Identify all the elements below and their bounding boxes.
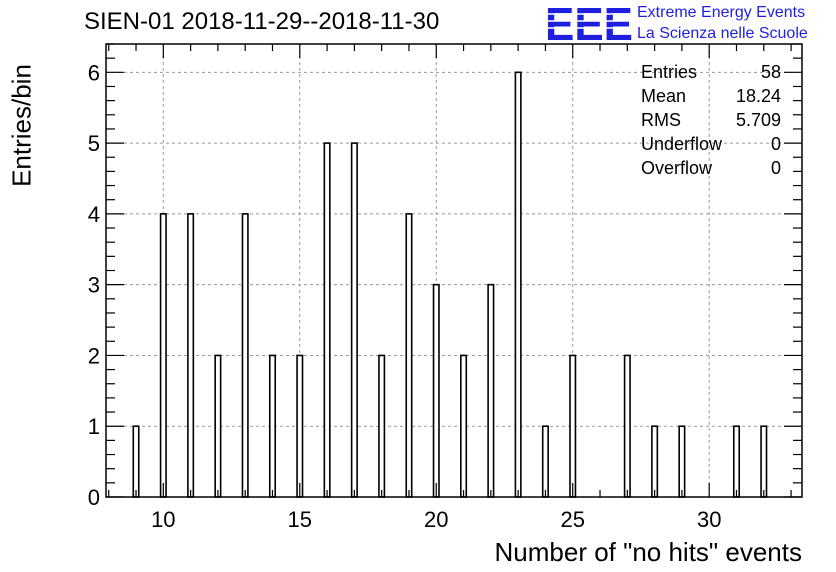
logo-mark: EEE [545, 2, 633, 44]
histogram-bar [268, 354, 277, 498]
stat-row: Underflow 0 [641, 132, 781, 156]
y-tick-label: 3 [88, 273, 100, 298]
histogram-bar [678, 425, 686, 498]
stat-value: 5.709 [735, 110, 781, 130]
histogram-bar [350, 142, 358, 498]
histogram-bar [296, 354, 304, 498]
histogram-bar [214, 354, 222, 498]
x-tick-label: 15 [288, 507, 312, 532]
histogram-bar [187, 213, 195, 498]
x-tick-label: 20 [424, 507, 448, 532]
histogram-bar [623, 354, 631, 498]
logo-line-2: La Scienza nelle Scuole [637, 25, 808, 42]
y-tick-label: 6 [88, 60, 100, 85]
histogram-bar [460, 354, 468, 498]
x-tick-label: 30 [697, 507, 721, 532]
stat-label: Overflow [641, 158, 713, 178]
y-tick-label: 5 [88, 131, 100, 156]
histogram-bar [405, 213, 413, 498]
histogram-bar [651, 425, 659, 498]
stat-label: RMS [641, 110, 681, 130]
histogram-bar [241, 213, 249, 498]
stat-value: 0 [770, 134, 781, 154]
histogram-bar [541, 425, 549, 498]
histogram-bar [514, 71, 522, 498]
chart-title: SIEN-01 2018-11-29--2018-11-30 [84, 8, 440, 35]
stat-label: Entries [641, 62, 698, 82]
eee-logo: EEE [543, 2, 635, 44]
tick-labels: 10 15 20 25 30 0 1 2 3 4 5 6 [88, 60, 722, 532]
stat-row: RMS 5.709 [641, 108, 781, 132]
x-axis-label: Number of "no hits" events [494, 537, 803, 567]
y-tick-label: 4 [88, 202, 100, 227]
histogram-bar [323, 142, 331, 498]
stat-value: 18.24 [735, 86, 781, 106]
histogram-bar [732, 425, 741, 498]
stat-value: 58 [760, 62, 781, 82]
stat-label: Mean [641, 86, 687, 106]
stats-box: Entries 58 Mean 18.24 RMS 5.709 Underflow 0 Over… [641, 60, 781, 180]
stat-row: Overflow 0 [641, 156, 781, 180]
x-tick-label: 10 [151, 507, 175, 532]
stat-row: Mean 18.24 [641, 84, 781, 108]
grid [106, 44, 802, 497]
y-tick-label: 2 [88, 343, 100, 368]
ticks [106, 43, 802, 498]
histogram-bar [378, 354, 386, 498]
stat-label: Underflow [641, 134, 723, 154]
y-tick-label: 0 [88, 485, 100, 510]
histogram-bar [132, 425, 140, 498]
logo-line-1: Extreme Energy Events [637, 4, 806, 21]
histogram-bar [159, 213, 167, 498]
histogram-bar [760, 425, 768, 498]
stat-row: Entries 58 [641, 60, 781, 84]
logo-text: Extreme Energy Events La Scienza nelle S… [637, 2, 808, 44]
histogram-bar [432, 283, 440, 498]
stat-value: 0 [770, 158, 781, 178]
histogram-bar [487, 283, 495, 498]
bars [132, 71, 768, 498]
y-tick-label: 1 [88, 414, 100, 439]
x-tick-label: 25 [560, 507, 584, 532]
histogram-bar [569, 354, 577, 498]
